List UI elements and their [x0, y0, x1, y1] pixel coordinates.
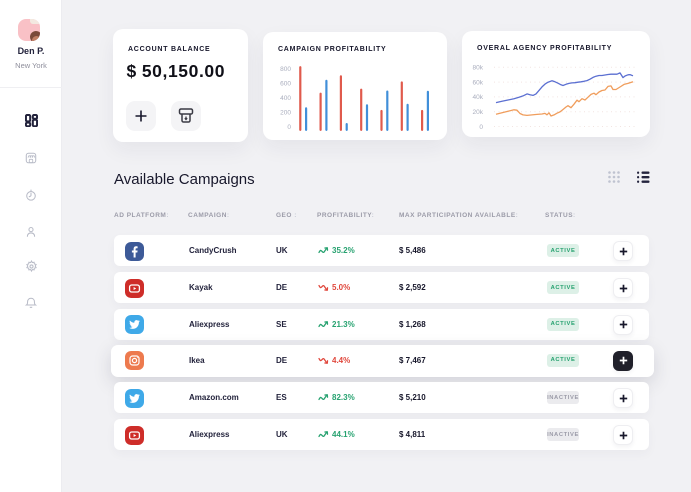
svg-text:400: 400: [280, 95, 291, 102]
svg-text:200: 200: [280, 110, 291, 117]
svg-text:600: 600: [280, 81, 291, 88]
svg-text:20k: 20k: [473, 109, 484, 116]
svg-text:60k: 60k: [473, 79, 484, 86]
svg-text:40k: 40k: [473, 94, 484, 101]
svg-text:0: 0: [479, 124, 483, 131]
svg-text:80k: 80k: [473, 65, 484, 72]
svg-text:800: 800: [280, 66, 291, 73]
svg-text:0: 0: [287, 124, 291, 131]
